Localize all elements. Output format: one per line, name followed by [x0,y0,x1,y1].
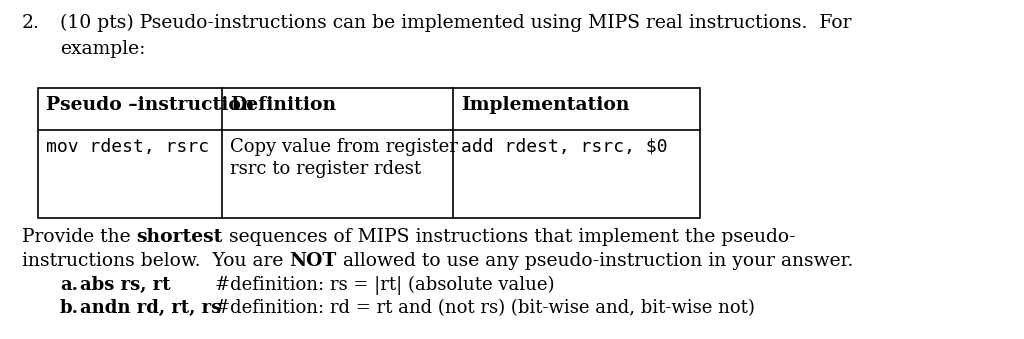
Text: example:: example: [60,40,145,58]
Text: b.: b. [60,299,79,317]
Text: sequences of MIPS instructions that implement the pseudo-: sequences of MIPS instructions that impl… [223,228,796,246]
Text: 2.: 2. [22,14,40,32]
Text: Provide the: Provide the [22,228,136,246]
Text: Implementation: Implementation [461,96,630,114]
Text: shortest: shortest [136,228,223,246]
Text: #definition: rd = rt and (not rs) (bit-wise and, bit-wise not): #definition: rd = rt and (not rs) (bit-w… [215,299,755,317]
Text: #definition: rs = |rt| (absolute value): #definition: rs = |rt| (absolute value) [215,276,555,295]
Text: a.: a. [60,276,78,294]
Text: Definition: Definition [230,96,336,114]
Text: NOT: NOT [290,252,337,270]
Text: allowed to use any pseudo-instruction in your answer.: allowed to use any pseudo-instruction in… [337,252,853,270]
Bar [38,88,700,218]
Text: andn rd, rt, rs: andn rd, rt, rs [80,299,221,317]
Text: abs rs, rt: abs rs, rt [80,276,171,294]
Text: add rdest, rsrc, $0: add rdest, rsrc, $0 [461,138,668,156]
Text: instructions below.  You are: instructions below. You are [22,252,290,270]
Text: Pseudo –instruction: Pseudo –instruction [46,96,255,114]
Text: mov rdest, rsrc: mov rdest, rsrc [46,138,209,156]
Text: rsrc to register rdest: rsrc to register rdest [230,160,421,178]
Text: (10 pts) Pseudo-instructions can be implemented using MIPS real instructions.  F: (10 pts) Pseudo-instructions can be impl… [60,14,852,32]
Text: Copy value from register: Copy value from register [230,138,458,156]
